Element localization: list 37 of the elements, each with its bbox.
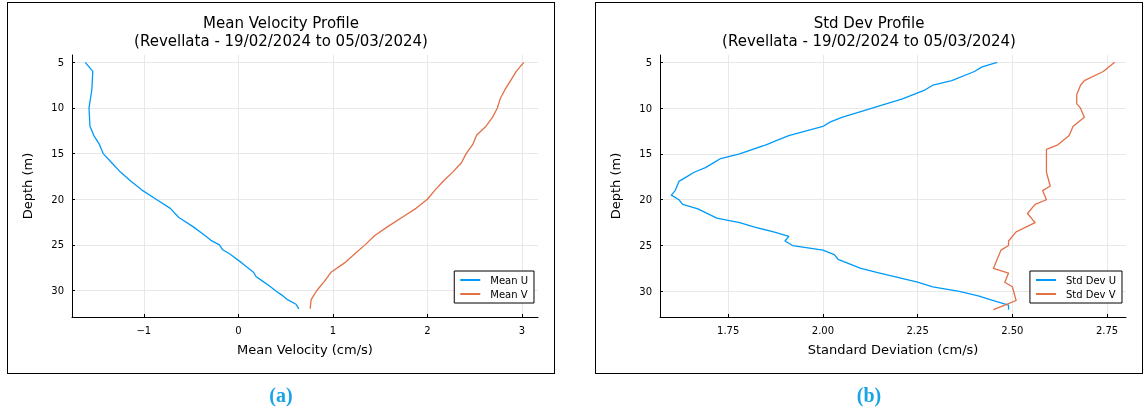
y-axis-title: Depth (m) xyxy=(608,152,623,220)
y-tick-label: 15 xyxy=(639,148,652,160)
y-tick-label: 10 xyxy=(639,102,652,114)
y-tick-label: 10 xyxy=(51,102,64,114)
line-series xyxy=(670,61,1010,311)
y-tick-label: 5 xyxy=(645,56,652,68)
x-tick-label: 2.00 xyxy=(811,324,835,336)
legend-label: Std Dev U xyxy=(1065,274,1117,286)
text: (a) xyxy=(269,384,293,407)
x-tick-label: 2 xyxy=(424,324,431,336)
y-tick-label: 25 xyxy=(639,240,652,252)
x-tick-label: 3 xyxy=(518,324,526,336)
x-tick-label: 0 xyxy=(235,324,242,336)
x-tick-label: 1.75 xyxy=(717,324,740,336)
legend-label: Std Dev V xyxy=(1065,288,1116,300)
x-axis-title: Standard Deviation (cm/s) xyxy=(807,342,979,357)
y-tick-label: 15 xyxy=(51,148,64,160)
x-tick-label: 2.25 xyxy=(906,324,929,336)
legend-label: Mean U xyxy=(490,274,529,286)
x-tick-label: −1 xyxy=(136,324,152,336)
x-axis-title: Mean Velocity (cm/s) xyxy=(237,342,373,357)
y-tick-label: 20 xyxy=(639,194,652,206)
line-series xyxy=(992,61,1116,311)
y-tick-label: 30 xyxy=(51,285,64,297)
legend-label: Mean V xyxy=(490,288,528,300)
chart-title: Mean Velocity Profile (Revellata - 19/02/2024 to 05/03/2024) xyxy=(134,14,428,50)
text: (b) xyxy=(856,384,882,407)
x-tick-label: 2.75 xyxy=(1095,324,1119,336)
x-tick-label: 2.50 xyxy=(1001,324,1024,336)
y-tick-label: 20 xyxy=(51,193,64,205)
y-tick-label: 30 xyxy=(639,285,652,297)
line-series xyxy=(84,61,300,310)
y-axis-title: Depth (m) xyxy=(20,152,35,220)
x-tick-label: 1 xyxy=(329,324,337,336)
y-tick-label: 25 xyxy=(51,239,64,251)
y-tick-label: 5 xyxy=(57,56,64,68)
chart-title: Std Dev Profile (Revellata - 19/02/2024 to 05/03/2024) xyxy=(722,14,1016,50)
